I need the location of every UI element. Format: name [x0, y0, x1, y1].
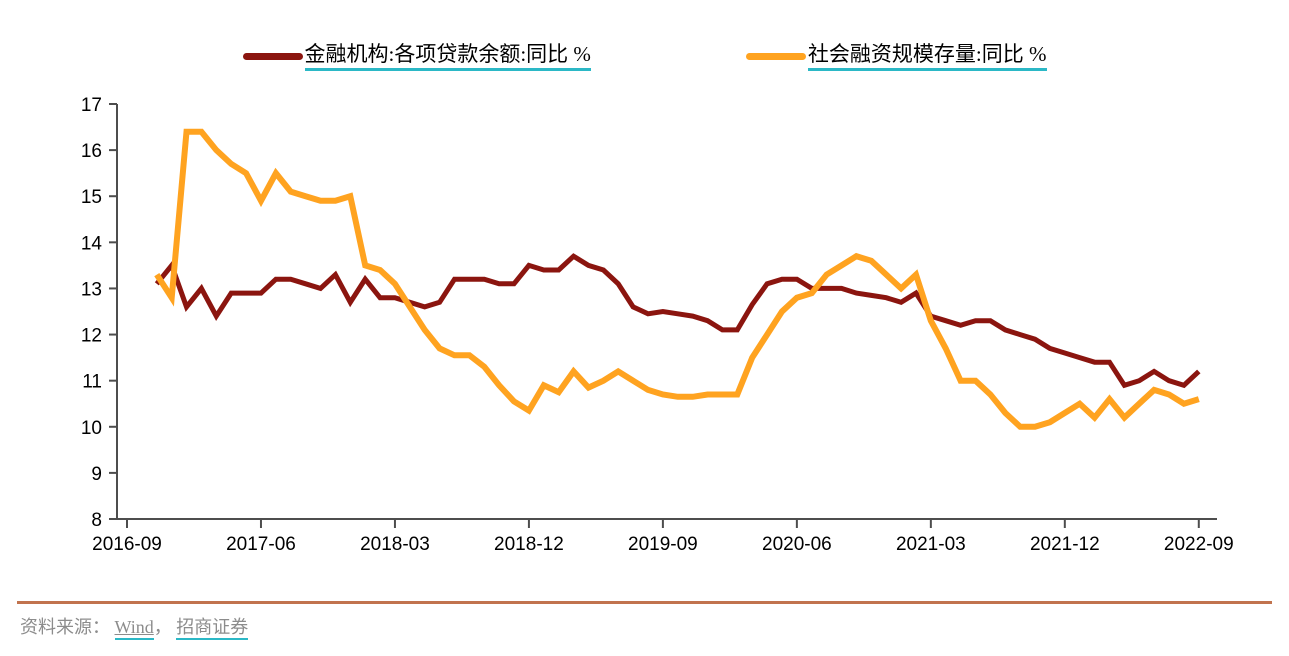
- legend-line-swatch-loans: [242, 53, 303, 61]
- y-tick-label: 8: [91, 510, 102, 531]
- x-tick-label: 2019-09: [628, 534, 698, 555]
- x-tick-label: 2018-03: [360, 534, 430, 555]
- legend-item-loans: 金融机构:各项贷款余额:同比 %: [242, 42, 591, 72]
- legend-label-tsf: 社会融资规模存量:同比 %: [807, 42, 1047, 72]
- y-tick-label: 9: [91, 464, 102, 485]
- source-prefix: 资料来源：: [20, 617, 110, 637]
- source-separator: ，: [153, 617, 172, 637]
- y-tick-label: 10: [81, 418, 102, 439]
- chart-legend: 金融机构:各项贷款余额:同比 % 社会融资规模存量:同比 %: [0, 42, 1289, 72]
- y-tick-label: 16: [81, 141, 102, 162]
- y-tick-label: 14: [81, 233, 103, 254]
- y-tick-label: 17: [81, 95, 102, 116]
- series-line-loans: [154, 253, 1201, 389]
- y-tick-label: 15: [81, 187, 102, 208]
- footer-divider: [17, 601, 1272, 604]
- legend-item-tsf: 社会融资规模存量:同比 %: [745, 42, 1047, 72]
- x-tick-label: 2017-06: [226, 534, 296, 555]
- x-tick-label: 2021-03: [896, 534, 966, 555]
- x-tick-label: 2022-09: [1164, 534, 1234, 555]
- line-chart: 17 16 15 14 13 12 11 10 9 8 2016-09 2017-06 2018-03 2…: [81, 95, 1234, 555]
- legend-label-loans: 金融机构:各项贷款余额:同比 %: [304, 42, 591, 72]
- x-tick-label: 2018-12: [494, 534, 564, 555]
- y-tick-label: 12: [81, 326, 102, 347]
- x-tick-label: 2020-06: [762, 534, 832, 555]
- source-link-cmschina[interactable]: 招商证券: [176, 617, 249, 640]
- series-line-tsf: [154, 128, 1200, 430]
- y-tick-label: 11: [82, 372, 102, 393]
- x-tick-label: 2021-12: [1030, 534, 1100, 555]
- source-link-wind[interactable]: Wind: [114, 617, 154, 640]
- x-tick-label: 2016-09: [92, 534, 162, 555]
- legend-line-swatch-tsf: [745, 53, 806, 61]
- source-note: 资料来源： Wind， 招商证券: [20, 613, 249, 640]
- y-tick-label: 13: [81, 279, 102, 300]
